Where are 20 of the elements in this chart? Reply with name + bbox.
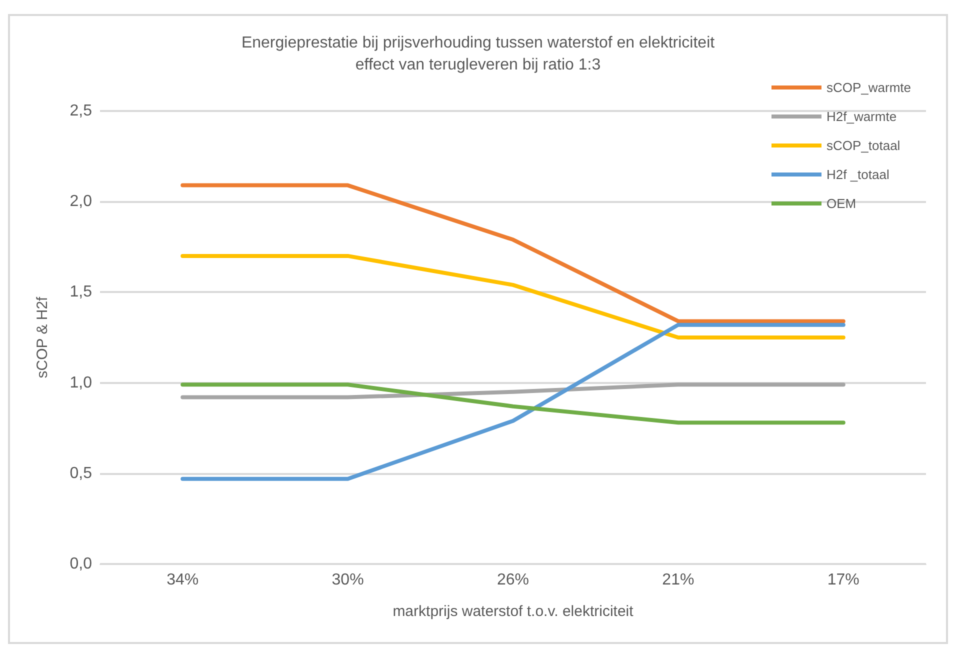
y-tick-label: 1,0 bbox=[70, 374, 92, 392]
legend-label: H2f _totaal bbox=[826, 167, 890, 182]
y-tick-label: 1,5 bbox=[70, 284, 92, 301]
legend-label: sCOP_totaal bbox=[826, 138, 900, 153]
legend-label: OEM bbox=[826, 196, 856, 211]
legend-label: sCOP_warmte bbox=[826, 80, 912, 95]
x-tick-label: 30% bbox=[332, 572, 364, 588]
x-tick-label: 21% bbox=[662, 572, 694, 588]
legend-label: H2f_warmte bbox=[826, 109, 897, 124]
x-tick-label: 26% bbox=[496, 572, 530, 588]
y-tick-label: 2,5 bbox=[70, 102, 92, 120]
x-axis-title: marktprijs waterstof t.o.v. elektriciteit bbox=[392, 603, 634, 620]
x-tick-label: 34% bbox=[166, 572, 199, 588]
y-axis-title: sCOP & H2f bbox=[34, 296, 51, 378]
chart-subtitle: effect van terugleveren bij ratio 1:3 bbox=[355, 56, 601, 74]
y-tick-label: 0,0 bbox=[70, 556, 92, 572]
x-tick-label: 17% bbox=[827, 572, 860, 588]
y-tick-label: 0,5 bbox=[70, 464, 92, 482]
chart-title: Energieprestatie bij prijsverhouding tussen waterstof en elektriciteit bbox=[241, 34, 716, 52]
y-tick-label: 2,0 bbox=[70, 193, 92, 210]
